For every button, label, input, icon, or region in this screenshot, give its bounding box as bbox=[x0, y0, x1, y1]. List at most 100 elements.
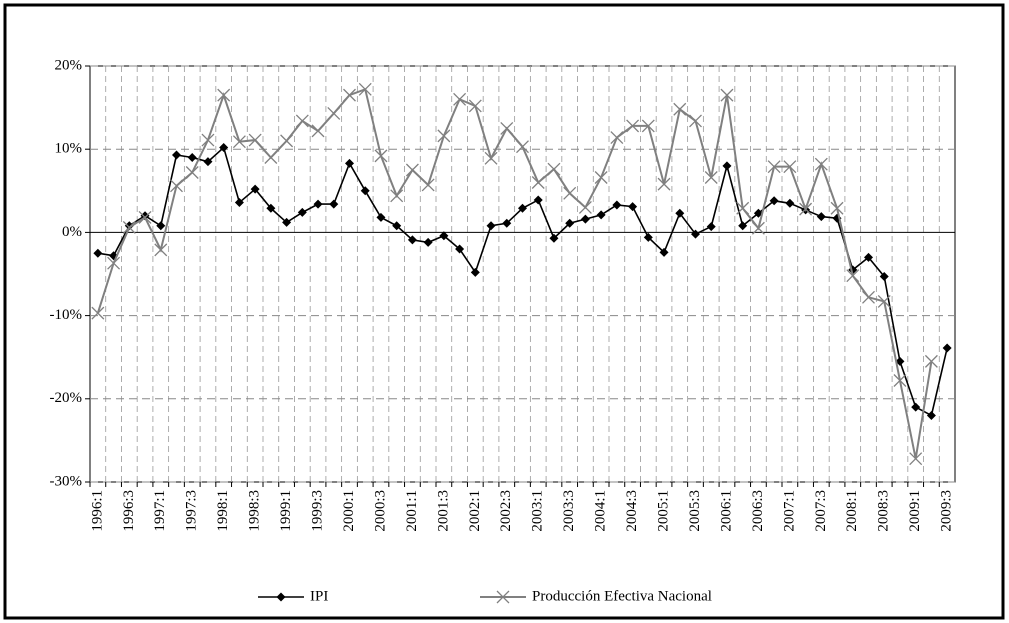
x-tick-label: 1998:3 bbox=[247, 490, 263, 532]
data-point bbox=[722, 161, 732, 171]
data-point bbox=[455, 244, 465, 254]
x-tick-label: 2003:3 bbox=[561, 490, 577, 532]
x-tick-label: 2008:1 bbox=[844, 490, 860, 532]
data-point bbox=[657, 177, 671, 191]
x-tick-label: 2009:1 bbox=[907, 490, 923, 532]
data-point bbox=[187, 153, 197, 163]
data-point bbox=[578, 200, 592, 214]
data-point bbox=[565, 218, 575, 228]
data-point bbox=[124, 221, 134, 231]
data-point bbox=[641, 119, 655, 133]
y-tick-label: -20% bbox=[50, 390, 83, 406]
data-point bbox=[706, 222, 716, 232]
data-point bbox=[313, 199, 323, 209]
data-point bbox=[484, 151, 498, 165]
data-point bbox=[234, 197, 244, 207]
data-point bbox=[311, 124, 325, 138]
data-point bbox=[533, 195, 543, 205]
data-point bbox=[282, 217, 292, 227]
legend-label: IPI bbox=[310, 588, 328, 604]
data-point bbox=[486, 221, 496, 231]
data-point bbox=[264, 151, 278, 164]
data-point bbox=[799, 202, 813, 216]
data-point bbox=[924, 354, 938, 368]
data-point bbox=[596, 210, 606, 220]
x-tick-label: 2006:1 bbox=[718, 490, 734, 532]
data-point bbox=[518, 203, 527, 213]
plot-area bbox=[89, 65, 956, 483]
data-point bbox=[877, 294, 891, 308]
data-point bbox=[926, 410, 936, 420]
data-point bbox=[594, 171, 608, 184]
x-tick-label: 2002:1 bbox=[467, 490, 483, 532]
data-point bbox=[547, 162, 561, 176]
data-point bbox=[122, 220, 136, 234]
x-tick-label: 2004:3 bbox=[624, 490, 640, 532]
x-tick-label: 1997:1 bbox=[152, 490, 168, 532]
data-point bbox=[942, 343, 952, 353]
x-tick-label: 1996:3 bbox=[121, 490, 137, 532]
data-point bbox=[232, 135, 246, 149]
data-point bbox=[297, 207, 307, 217]
data-point bbox=[93, 248, 103, 258]
data-point bbox=[751, 221, 765, 235]
data-point bbox=[421, 178, 435, 192]
x-tick-label: 2001:1 bbox=[404, 490, 420, 532]
data-point bbox=[893, 374, 907, 387]
data-point bbox=[280, 134, 294, 148]
data-point bbox=[392, 221, 402, 231]
data-point bbox=[659, 247, 669, 257]
data-point bbox=[864, 252, 873, 262]
x-tick-label: 2007:3 bbox=[813, 490, 829, 532]
data-point bbox=[610, 131, 624, 145]
data-point bbox=[172, 150, 181, 160]
data-point bbox=[453, 92, 467, 106]
data-point bbox=[217, 88, 231, 102]
data-point bbox=[250, 184, 260, 194]
data-point bbox=[405, 163, 419, 177]
data-point bbox=[201, 133, 215, 147]
data-point bbox=[862, 290, 875, 304]
data-point bbox=[358, 82, 372, 96]
x-tick-label: 2008:3 bbox=[876, 490, 892, 532]
data-point bbox=[376, 212, 386, 222]
x-tick-label: 1999:1 bbox=[278, 490, 294, 532]
data-point bbox=[502, 218, 512, 228]
data-point bbox=[563, 186, 577, 200]
x-tick-label: 2002:3 bbox=[498, 490, 514, 532]
data-point bbox=[439, 231, 449, 241]
x-tick-label: 2000:1 bbox=[341, 490, 357, 532]
data-point bbox=[374, 149, 388, 163]
data-point bbox=[895, 356, 905, 366]
data-point bbox=[691, 229, 700, 239]
data-point bbox=[185, 166, 199, 179]
data-point bbox=[327, 106, 341, 120]
data-point bbox=[846, 269, 860, 283]
data-point bbox=[785, 198, 795, 208]
data-point bbox=[769, 196, 779, 206]
data-point bbox=[767, 160, 781, 174]
data-point bbox=[109, 251, 119, 261]
data-point bbox=[612, 200, 622, 210]
data-point bbox=[580, 214, 590, 224]
x-tick-label: 1997:3 bbox=[184, 490, 200, 532]
data-point bbox=[360, 186, 370, 196]
data-point bbox=[673, 102, 687, 116]
data-point bbox=[879, 271, 889, 281]
data-point bbox=[720, 88, 734, 102]
x-tick-label: 2000:3 bbox=[372, 490, 388, 532]
data-point bbox=[626, 119, 640, 133]
y-tick-label: 20% bbox=[55, 57, 83, 73]
legend-marker bbox=[276, 592, 286, 602]
data-point bbox=[816, 212, 826, 222]
data-point bbox=[675, 208, 685, 218]
data-point bbox=[343, 88, 356, 102]
data-point bbox=[814, 157, 828, 171]
data-point bbox=[266, 203, 276, 213]
data-point bbox=[736, 201, 750, 215]
data-point bbox=[468, 99, 482, 113]
data-point bbox=[437, 129, 451, 143]
data-point bbox=[628, 202, 638, 212]
x-tick-label: 2005:1 bbox=[655, 490, 671, 532]
